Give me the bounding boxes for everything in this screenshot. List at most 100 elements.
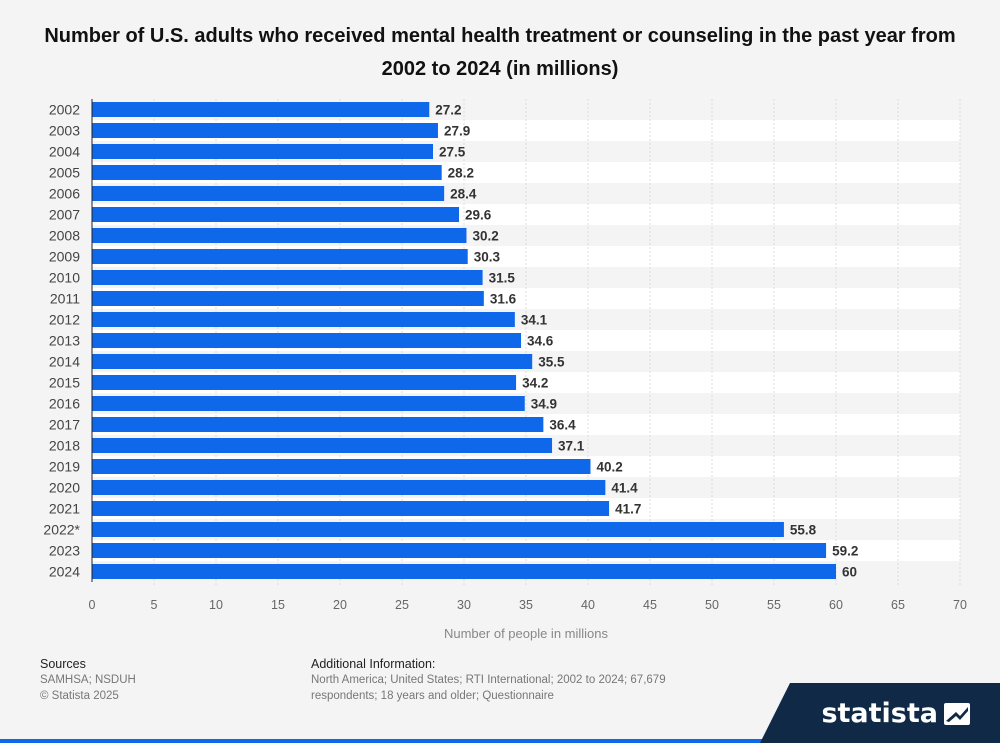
bar — [92, 417, 544, 432]
bar-chart: 27.2 27.9 27.5 28.2 28.4 29.6 30.2 30.3 31.5 31.6… — [43, 99, 967, 641]
bar — [92, 522, 784, 537]
value-label: 27.5 — [439, 145, 466, 160]
category-label: 2017 — [49, 417, 80, 433]
x-tick-label: 40 — [581, 598, 595, 612]
category-label: 2016 — [49, 396, 80, 412]
bar — [92, 207, 460, 222]
bar — [92, 270, 483, 285]
x-tick-label: 20 — [333, 598, 347, 612]
category-label: 2008 — [49, 228, 80, 244]
x-tick-label: 35 — [519, 598, 533, 612]
value-label: 28.2 — [448, 166, 474, 181]
bar — [92, 123, 438, 138]
bar — [92, 375, 517, 390]
x-tick-label: 15 — [271, 598, 285, 612]
value-label: 30.2 — [472, 229, 498, 244]
value-label: 37.1 — [558, 439, 585, 454]
x-tick-label: 50 — [705, 598, 719, 612]
category-label: 2006 — [49, 186, 80, 202]
category-label: 2004 — [49, 144, 80, 160]
category-label: 2005 — [49, 165, 80, 181]
bar — [92, 291, 484, 306]
x-tick-label: 60 — [829, 598, 843, 612]
additional-text: North America; United States; RTI Intern… — [311, 674, 666, 702]
bar — [92, 501, 610, 516]
bar — [92, 564, 836, 579]
category-label: 2003 — [49, 123, 80, 139]
sources-heading: Sources — [40, 657, 86, 671]
value-label: 27.2 — [435, 103, 461, 118]
category-label: 2013 — [49, 333, 80, 349]
bar — [92, 354, 533, 369]
additional-heading: Additional Information: — [311, 657, 436, 671]
bar — [92, 438, 553, 453]
category-label: 2019 — [49, 459, 80, 475]
statista-logo-icon — [944, 703, 970, 725]
x-tick-label: 65 — [891, 598, 905, 612]
bar — [92, 543, 827, 558]
category-label: 2002 — [49, 102, 80, 118]
value-label: 31.5 — [489, 271, 516, 286]
category-label: 2009 — [49, 249, 80, 265]
bar — [92, 312, 515, 327]
category-label: 2011 — [50, 291, 80, 307]
category-label: 2021 — [49, 501, 80, 517]
x-tick-label: 5 — [151, 598, 158, 612]
brand-stripe — [0, 739, 1000, 743]
x-tick-labels: 0 5 10 15 20 25 30 35 40 45 50 55 60 65 70 — [89, 598, 967, 612]
bar — [92, 102, 430, 117]
value-label: 31.6 — [490, 292, 517, 307]
category-label: 2007 — [49, 207, 80, 223]
category-label: 2018 — [49, 438, 80, 454]
bar — [92, 249, 468, 264]
value-label: 28.4 — [450, 187, 477, 202]
x-tick-label: 30 — [457, 598, 471, 612]
category-label: 2022* — [43, 522, 80, 538]
bar — [92, 228, 467, 243]
value-label: 35.5 — [538, 355, 565, 370]
value-label: 41.7 — [615, 502, 641, 517]
chart-title: Number of U.S. adults who received menta… — [44, 25, 956, 80]
category-label: 2024 — [49, 564, 80, 580]
value-label: 41.4 — [611, 481, 638, 496]
bar — [92, 333, 522, 348]
bar — [92, 396, 525, 411]
x-tick-label: 25 — [395, 598, 409, 612]
x-axis-label: Number of people in millions — [444, 626, 609, 641]
bars — [92, 102, 836, 579]
value-label: 27.9 — [444, 124, 470, 139]
value-label: 59.2 — [832, 544, 858, 559]
category-label: 2014 — [49, 354, 80, 370]
bar — [92, 165, 442, 180]
value-labels: 27.2 27.9 27.5 28.2 28.4 29.6 30.2 30.3 31.5 31.6… — [435, 103, 858, 580]
value-label: 36.4 — [549, 418, 576, 433]
category-label: 2012 — [49, 312, 80, 328]
bar — [92, 144, 433, 159]
x-tick-label: 55 — [767, 598, 781, 612]
category-label: 2010 — [49, 270, 80, 286]
value-label: 55.8 — [790, 523, 817, 538]
value-label: 34.1 — [521, 313, 548, 328]
x-tick-label: 0 — [89, 598, 96, 612]
category-label: 2015 — [49, 375, 80, 391]
value-label: 34.9 — [531, 397, 557, 412]
statista-logo-text: statista — [821, 698, 938, 729]
value-label: 34.2 — [522, 376, 548, 391]
sources-block: Sources SAMHSA; NSDUH © Statista 2025 — [40, 656, 136, 704]
category-label: 2020 — [49, 480, 80, 496]
value-label: 60 — [842, 565, 857, 580]
bar — [92, 480, 606, 495]
value-label: 40.2 — [596, 460, 622, 475]
sources-line-1: SAMHSA; NSDUH — [40, 674, 136, 686]
value-label: 29.6 — [465, 208, 492, 223]
bar — [92, 459, 591, 474]
value-label: 30.3 — [474, 250, 501, 265]
value-label: 34.6 — [527, 334, 554, 349]
additional-info-block: Additional Information: North America; U… — [311, 656, 711, 704]
bar — [92, 186, 445, 201]
sources-line-2: © Statista 2025 — [40, 690, 119, 702]
x-tick-label: 70 — [953, 598, 967, 612]
category-labels: 2002 2003 2004 2005 2006 2007 2008 2009 2010 2011… — [43, 102, 80, 580]
category-label: 2023 — [49, 543, 80, 559]
x-tick-label: 45 — [643, 598, 657, 612]
